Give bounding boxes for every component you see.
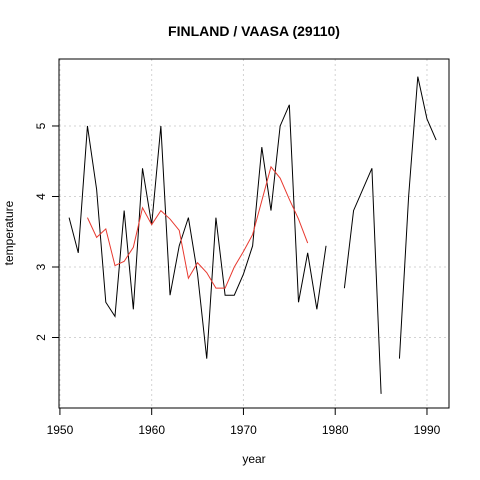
axes: 1950 1960 1970 1980 1990 2 3 4 5 — [34, 122, 441, 437]
x-tick-label-1970: 1970 — [230, 423, 257, 437]
series-2 — [86, 165, 309, 289]
x-tick-label-1980: 1980 — [322, 423, 349, 437]
series-1-segment-2 — [343, 168, 382, 394]
series-1-segment-3 — [398, 76, 437, 359]
y-tick-label-5: 5 — [34, 122, 48, 129]
series-lines — [68, 76, 437, 394]
y-tick-label-4: 4 — [34, 193, 48, 200]
x-tick-label-1950: 1950 — [47, 423, 74, 437]
y-axis-label: temperature — [2, 200, 16, 265]
x-tick-label-1960: 1960 — [138, 423, 165, 437]
grid — [59, 59, 449, 408]
x-tick-label-1990: 1990 — [414, 423, 441, 437]
series-2-segment-1 — [86, 165, 309, 289]
x-axis-label: year — [242, 452, 265, 466]
series-1 — [68, 76, 437, 394]
chart-title: FINLAND / VAASA (29110) — [168, 23, 340, 39]
y-tick-label-3: 3 — [34, 263, 48, 270]
series-1-segment-1 — [68, 104, 327, 359]
y-tick-label-2: 2 — [34, 334, 48, 341]
